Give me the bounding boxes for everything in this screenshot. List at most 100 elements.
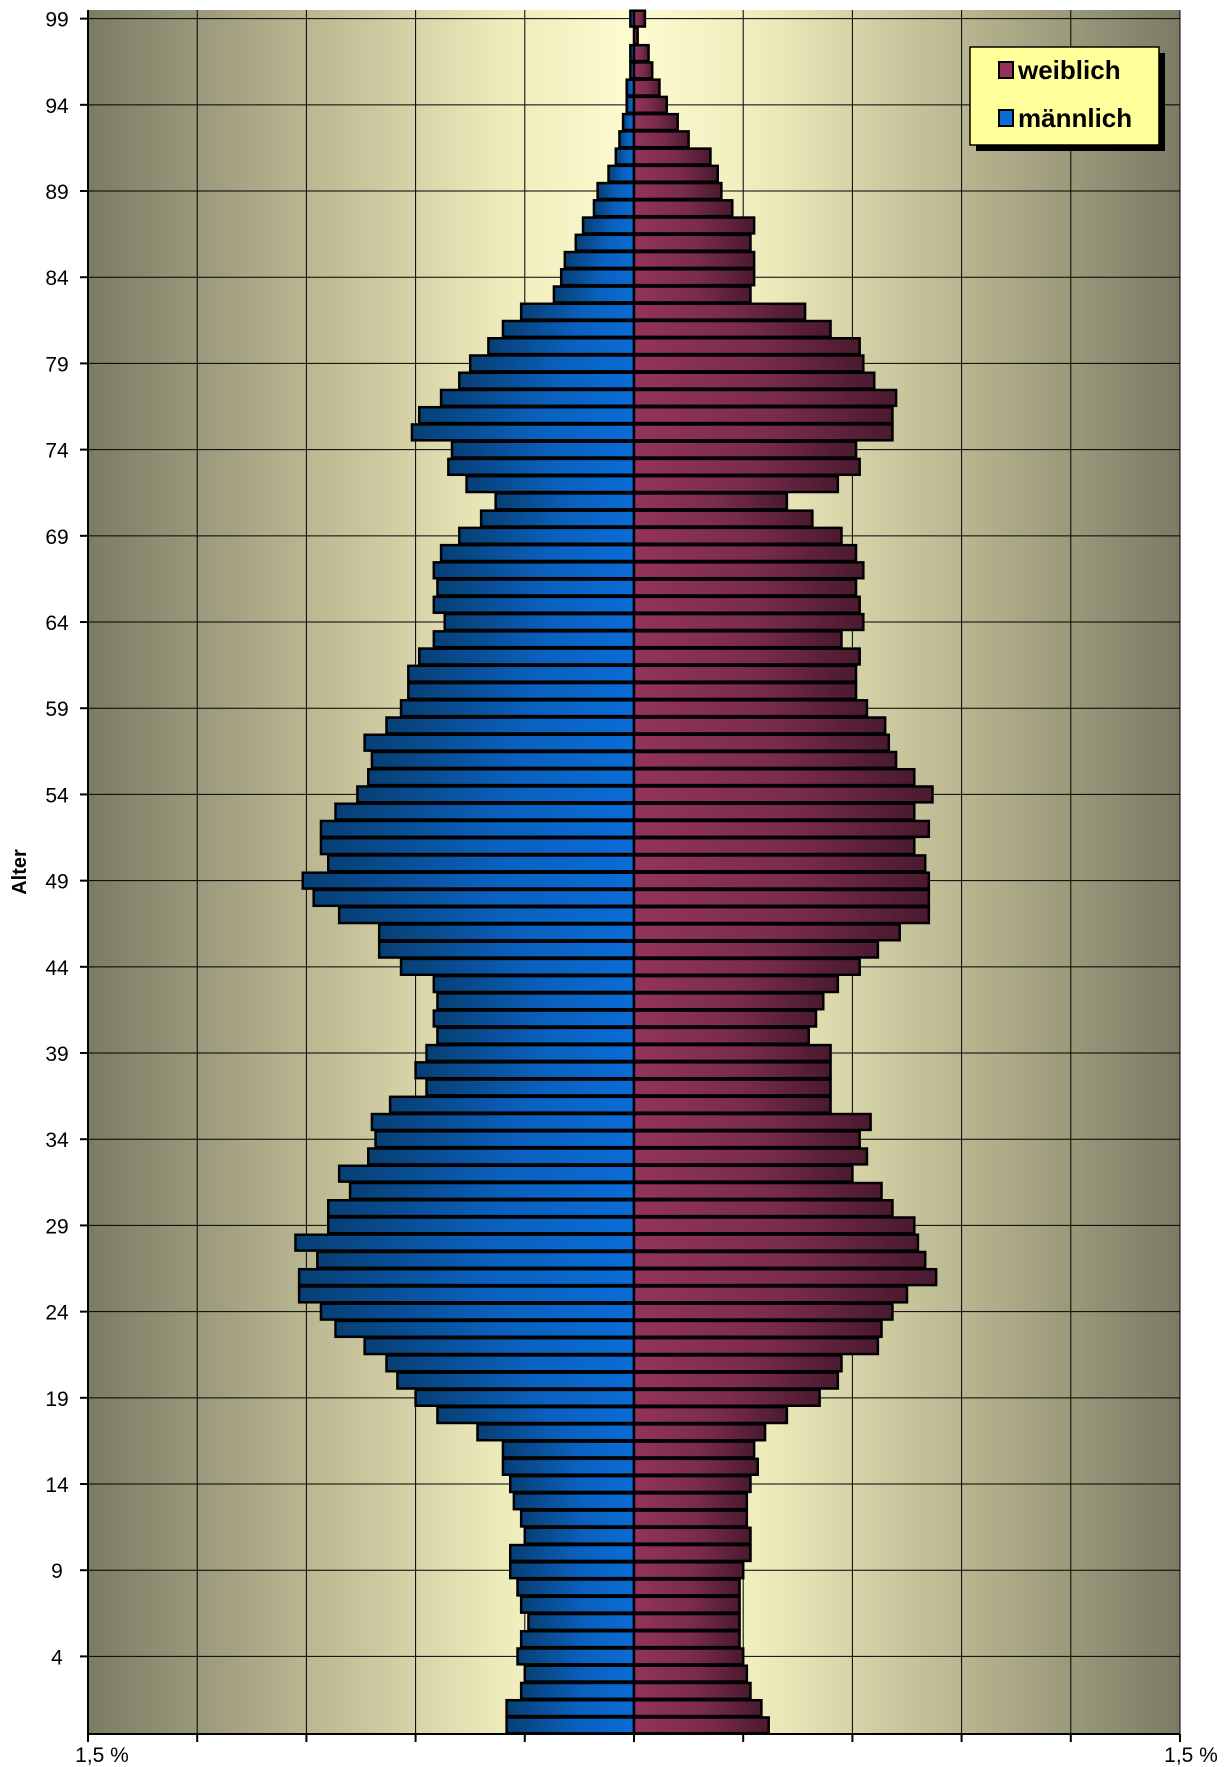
bar-weiblich-age-55 bbox=[632, 767, 916, 787]
bar-maennlich-age-49 bbox=[301, 871, 636, 890]
bar-maennlich-age-55 bbox=[367, 767, 636, 787]
bar-maennlich-age-35 bbox=[370, 1112, 636, 1132]
bar-weiblich-age-4 bbox=[632, 1647, 745, 1666]
bar-maennlich-age-23 bbox=[334, 1319, 636, 1339]
bar-weiblich-age-53 bbox=[632, 802, 916, 821]
bar-maennlich-age-46 bbox=[377, 923, 636, 942]
bar-weiblich-age-92 bbox=[632, 130, 690, 149]
bar-weiblich-age-13 bbox=[632, 1492, 749, 1511]
bar-weiblich-age-52 bbox=[632, 819, 931, 839]
bar-weiblich-age-99 bbox=[632, 9, 647, 28]
bar-weiblich-age-43 bbox=[632, 974, 840, 994]
bar-weiblich-age-47 bbox=[632, 905, 931, 925]
bar-weiblich-age-26 bbox=[632, 1267, 938, 1287]
bar-maennlich-age-50 bbox=[326, 854, 636, 873]
bar-weiblich-age-59 bbox=[632, 699, 869, 718]
bar-weiblich-age-85 bbox=[632, 250, 756, 270]
y-tick-label: 29 bbox=[45, 1215, 68, 1238]
bar-maennlich-age-65 bbox=[432, 595, 636, 614]
bar-maennlich-age-83 bbox=[552, 285, 636, 304]
bar-weiblich-age-74 bbox=[632, 440, 858, 459]
y-axis-label: Alter bbox=[9, 849, 31, 895]
bar-maennlich-age-32 bbox=[337, 1164, 636, 1183]
bar-weiblich-age-31 bbox=[632, 1181, 883, 1201]
bar-maennlich-age-67 bbox=[432, 561, 636, 580]
bar-weiblich-age-66 bbox=[632, 578, 858, 597]
bar-maennlich-age-63 bbox=[432, 630, 636, 649]
bar-weiblich-age-34 bbox=[632, 1130, 861, 1149]
bar-maennlich-age-56 bbox=[370, 750, 636, 770]
bar-weiblich-age-87 bbox=[632, 216, 756, 235]
bar-weiblich-age-96 bbox=[632, 61, 654, 80]
bar-weiblich-age-6 bbox=[632, 1612, 741, 1632]
bar-maennlich-age-19 bbox=[414, 1388, 636, 1408]
bar-maennlich-age-64 bbox=[443, 612, 636, 632]
bar-weiblich-age-12 bbox=[632, 1509, 749, 1528]
y-tick-label: 64 bbox=[45, 612, 69, 635]
bar-maennlich-age-24 bbox=[319, 1302, 636, 1321]
bar-weiblich-age-3 bbox=[632, 1664, 749, 1683]
bar-weiblich-age-86 bbox=[632, 233, 752, 252]
bar-weiblich-age-44 bbox=[632, 957, 861, 977]
bar-weiblich-age-48 bbox=[632, 888, 931, 908]
bar-maennlich-age-31 bbox=[348, 1181, 636, 1201]
y-tick-label: 24 bbox=[45, 1302, 69, 1325]
bar-weiblich-age-21 bbox=[632, 1354, 843, 1373]
bar-maennlich-age-81 bbox=[501, 319, 636, 339]
bar-maennlich-age-43 bbox=[432, 974, 636, 994]
bar-weiblich-age-69 bbox=[632, 526, 843, 546]
bar-weiblich-age-56 bbox=[632, 750, 898, 770]
bar-maennlich-age-80 bbox=[487, 336, 636, 356]
bar-maennlich-age-72 bbox=[465, 474, 636, 494]
y-tick-label: 89 bbox=[45, 181, 68, 204]
bar-weiblich-age-42 bbox=[632, 992, 825, 1011]
bar-maennlich-age-33 bbox=[367, 1147, 636, 1166]
bar-weiblich-age-38 bbox=[632, 1061, 832, 1080]
bar-weiblich-age-23 bbox=[632, 1319, 883, 1339]
bar-maennlich-age-17 bbox=[476, 1423, 636, 1442]
bar-weiblich-age-30 bbox=[632, 1198, 894, 1218]
bar-maennlich-age-11 bbox=[523, 1526, 636, 1545]
bar-maennlich-age-30 bbox=[326, 1198, 636, 1218]
bar-weiblich-age-17 bbox=[632, 1423, 767, 1442]
bar-maennlich-age-59 bbox=[399, 699, 636, 718]
bar-weiblich-age-19 bbox=[632, 1388, 821, 1408]
y-tick-label: 4 bbox=[51, 1646, 63, 1669]
y-tick-label: 69 bbox=[45, 526, 68, 549]
bar-maennlich-age-5 bbox=[519, 1629, 636, 1649]
bar-maennlich-age-53 bbox=[334, 802, 636, 821]
bar-weiblich-age-57 bbox=[632, 733, 891, 752]
axes bbox=[87, 10, 1181, 1742]
bar-maennlich-age-36 bbox=[388, 1095, 636, 1114]
bar-weiblich-age-70 bbox=[632, 509, 814, 528]
bar-maennlich-age-20 bbox=[396, 1371, 636, 1390]
bar-weiblich-age-73 bbox=[632, 457, 861, 477]
bar-maennlich-age-18 bbox=[436, 1405, 636, 1425]
bar-weiblich-age-81 bbox=[632, 319, 832, 339]
bar-maennlich-age-27 bbox=[316, 1250, 636, 1270]
bar-weiblich-age-80 bbox=[632, 336, 861, 356]
y-tick-label: 94 bbox=[45, 95, 69, 118]
x-axis-label-left: 1,5 % bbox=[75, 1744, 129, 1767]
bar-weiblich-age-90 bbox=[632, 164, 719, 183]
bar-weiblich-age-2 bbox=[632, 1681, 752, 1701]
bar-maennlich-age-14 bbox=[508, 1474, 636, 1494]
bar-maennlich-age-12 bbox=[519, 1509, 636, 1528]
bar-maennlich-age-41 bbox=[432, 1009, 636, 1028]
y-tick-label: 9 bbox=[51, 1560, 63, 1583]
bar-weiblich-age-63 bbox=[632, 630, 843, 649]
bar-weiblich-age-98 bbox=[632, 26, 639, 46]
legend-label-maennlich: männlich bbox=[1018, 103, 1132, 133]
bar-weiblich-age-49 bbox=[632, 871, 931, 890]
bar-maennlich-age-69 bbox=[458, 526, 636, 546]
bar-weiblich-age-51 bbox=[632, 836, 916, 856]
bar-weiblich-age-32 bbox=[632, 1164, 854, 1183]
bar-weiblich-age-68 bbox=[632, 543, 858, 563]
bar-weiblich-age-37 bbox=[632, 1078, 832, 1097]
bars bbox=[294, 9, 938, 1735]
x-axis-label-right: 1,5 % bbox=[1164, 1744, 1218, 1767]
bar-weiblich-age-76 bbox=[632, 405, 894, 425]
bar-weiblich-age-91 bbox=[632, 147, 712, 166]
